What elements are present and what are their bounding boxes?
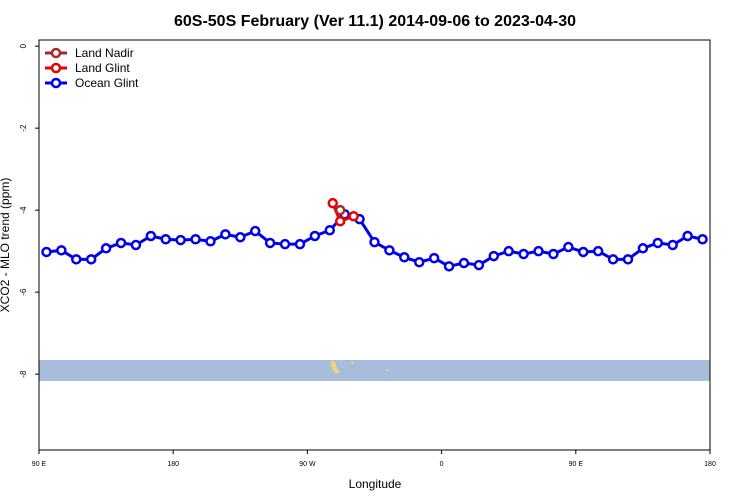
data-point	[249, 225, 261, 237]
data-point	[413, 256, 425, 268]
map-strip	[39, 360, 710, 381]
data-point	[334, 215, 346, 227]
data-point	[548, 248, 559, 260]
data-point	[682, 230, 693, 242]
data-point	[56, 245, 67, 256]
data-point	[563, 241, 574, 253]
data-point	[130, 239, 142, 251]
data-point	[334, 204, 346, 216]
plot-frame	[38, 39, 711, 451]
x-tick-label: 90 E	[569, 461, 584, 468]
data-point	[637, 243, 649, 254]
chart-title: 60S-50S February (Ver 11.1) 2014-09-06 t…	[174, 13, 576, 30]
data-point	[428, 252, 440, 264]
data-point	[458, 257, 470, 269]
x-tick-label: 90 E	[32, 461, 47, 468]
data-point	[264, 237, 276, 249]
y-tick-label: -4	[19, 206, 28, 214]
data-point	[71, 254, 82, 265]
data-point	[115, 237, 127, 249]
data-point	[309, 230, 321, 242]
legend-marker	[50, 62, 62, 74]
legend-label: Ocean Glint	[75, 76, 139, 90]
land-patch	[351, 362, 354, 364]
data-point	[327, 197, 338, 209]
data-point	[697, 234, 708, 245]
data-point	[294, 238, 306, 250]
y-tick-label: 0	[19, 43, 28, 48]
data-point	[384, 245, 395, 256]
data-point	[145, 230, 157, 242]
data-point	[175, 234, 186, 246]
y-tick-label: -2	[19, 124, 28, 132]
data-point	[279, 238, 291, 250]
data-point	[607, 254, 619, 265]
y-tick-label: -6	[19, 288, 28, 296]
x-axis-label: Longitude	[349, 477, 402, 491]
data-point	[85, 254, 97, 265]
x-tick-label: 180	[704, 461, 716, 468]
data-point	[324, 224, 336, 236]
data-point	[533, 245, 544, 257]
x-tick-label: 0	[440, 461, 444, 468]
legend-marker	[50, 47, 62, 59]
data-point	[41, 246, 52, 258]
data-point	[503, 245, 514, 257]
data-point	[205, 236, 216, 247]
data-point	[622, 254, 634, 265]
legend-label: Land Glint	[75, 61, 130, 75]
land-patch	[331, 360, 340, 374]
x-tick-label: 90 W	[299, 461, 316, 468]
y-tick-label: -8	[19, 370, 28, 378]
data-point	[399, 252, 410, 263]
data-point	[473, 259, 485, 271]
data-point	[443, 261, 455, 272]
legend-marker	[50, 77, 62, 89]
data-point	[235, 231, 246, 243]
legend-label: Land Nadir	[75, 46, 134, 60]
data-point	[100, 243, 112, 254]
land-patch	[386, 369, 388, 371]
data-point	[220, 229, 231, 240]
data-point	[160, 234, 171, 245]
data-point	[518, 248, 529, 260]
data-point	[190, 234, 201, 245]
data-point	[592, 245, 604, 257]
data-point	[667, 239, 678, 251]
data-point	[369, 236, 380, 248]
data-point	[652, 237, 664, 249]
y-axis-label: XCO2 - MLO trend (ppm)	[0, 178, 12, 313]
data-point	[348, 211, 359, 222]
x-tick-label: 180	[167, 461, 179, 468]
data-point	[578, 246, 589, 258]
data-point	[488, 250, 500, 262]
